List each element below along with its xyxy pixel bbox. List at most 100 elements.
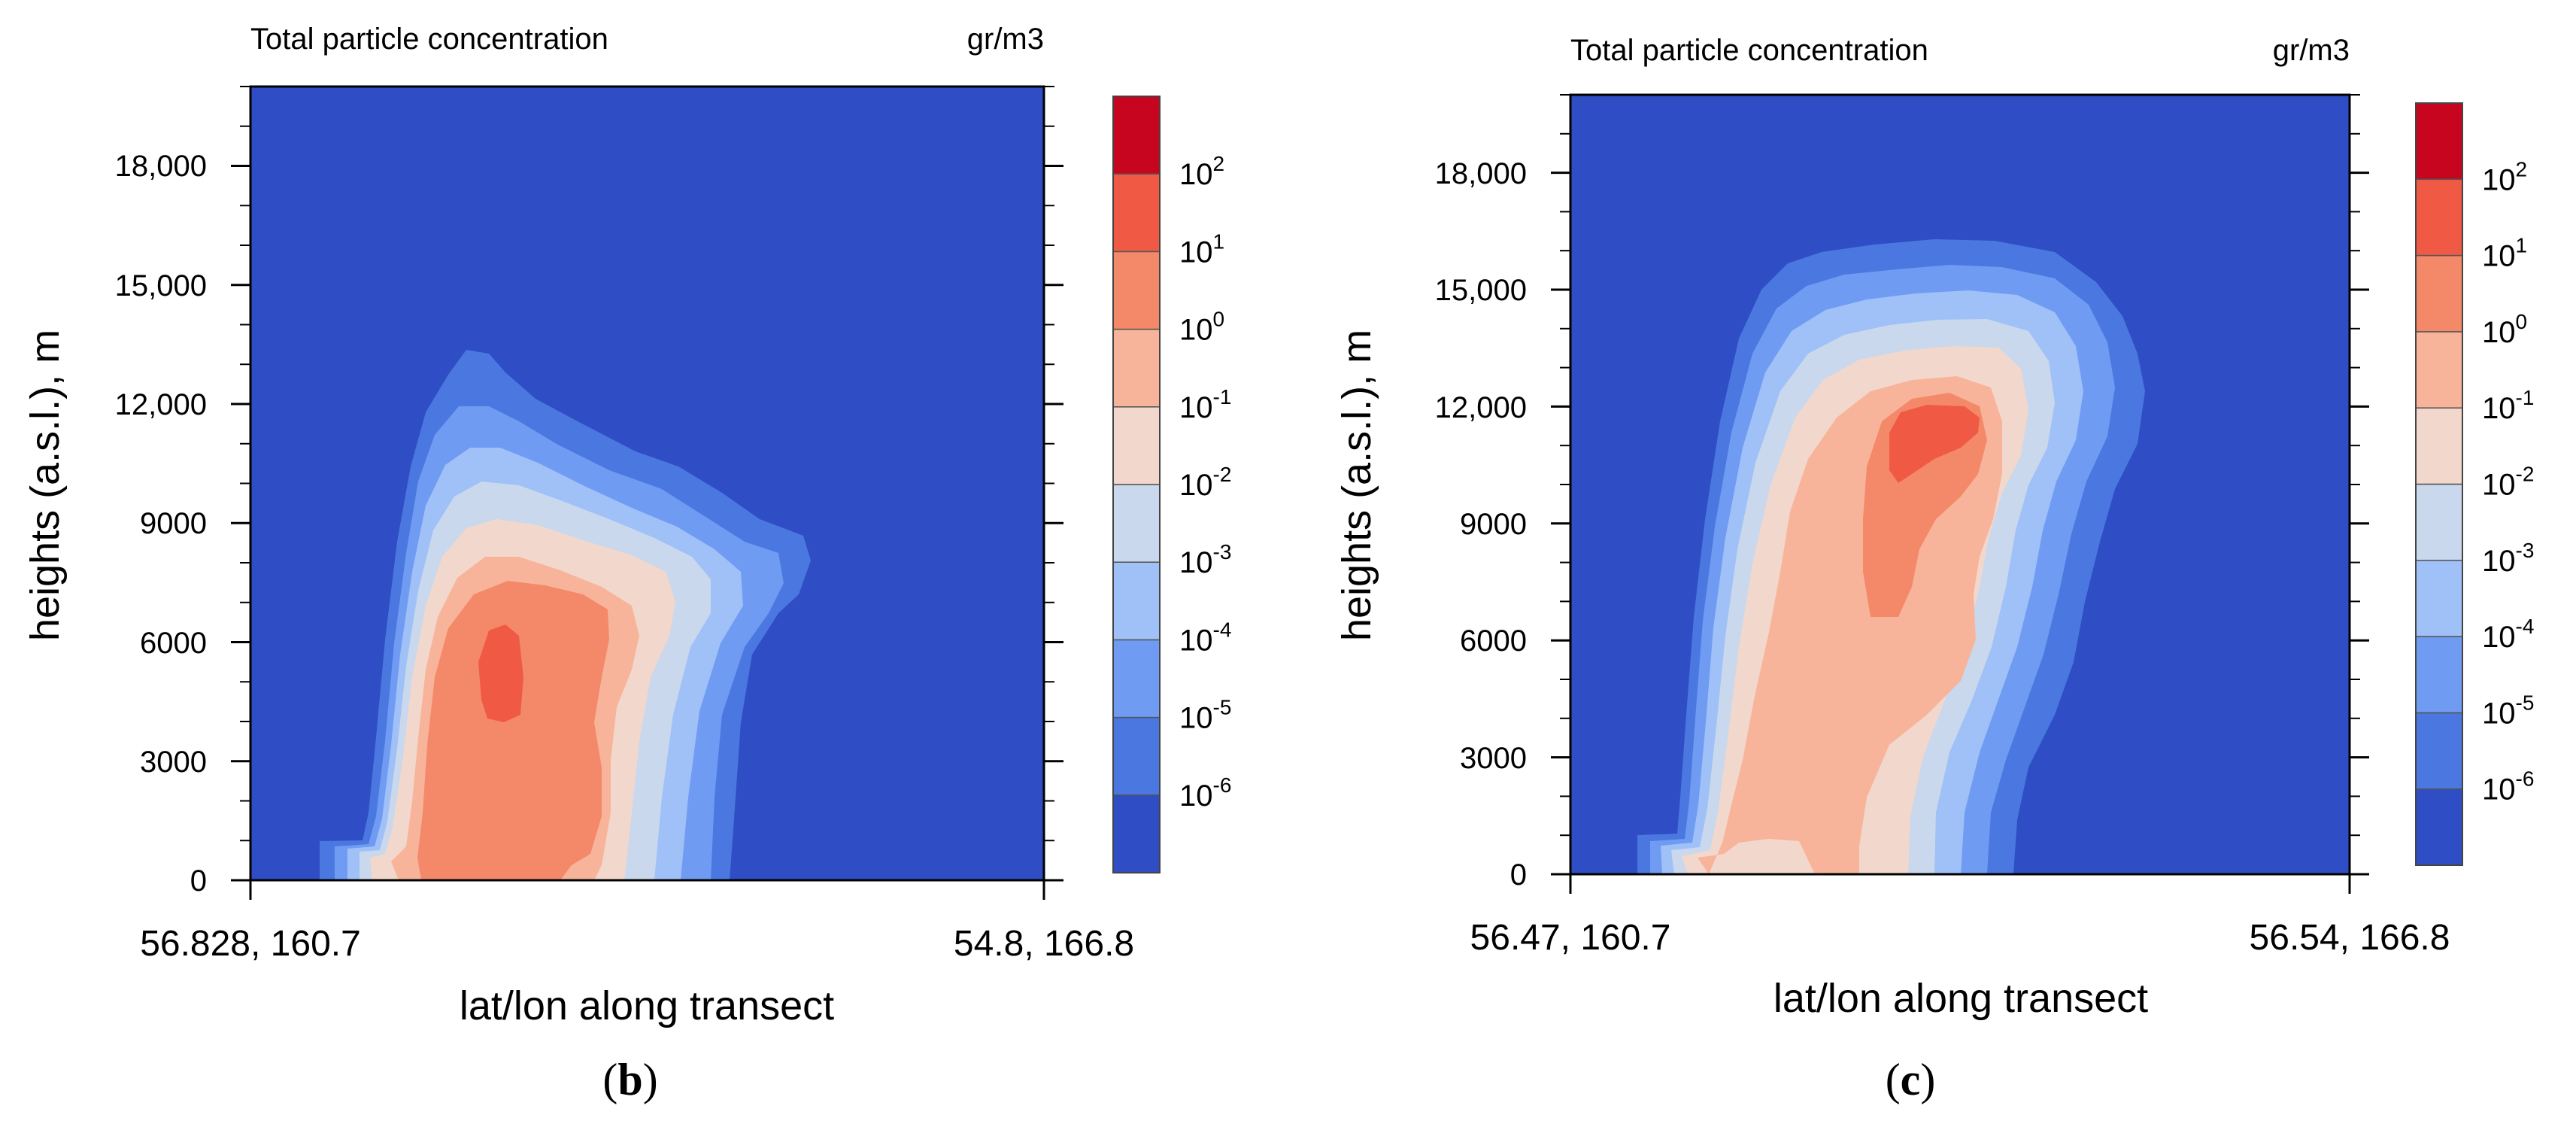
colorbar-label-base: 10 [2482, 621, 2516, 654]
y-ticks-right [1044, 86, 1063, 882]
colorbar-label-exponent: 2 [1213, 152, 1225, 175]
x-axis-label: lat/lon along transect [1773, 976, 2148, 1021]
colorbar-label-base: 10 [1179, 702, 1213, 735]
colorbar-label-base: 10 [2482, 392, 2516, 425]
y-axis-label: heights (a.s.l.), m [23, 330, 68, 641]
x-axis: 56.47, 160.7 56.54, 166.8 lat/lon along … [1470, 874, 2450, 1021]
panel-caption: (c) [1886, 1055, 1936, 1104]
colorbar-label-base: 10 [1179, 546, 1213, 579]
y-tick-label: 6000 [1460, 624, 1527, 658]
caption-letter: c [1901, 1055, 1921, 1104]
contour-level-9 [1889, 405, 1980, 483]
colorbar-label-exponent: -4 [1213, 618, 1232, 641]
y-axis: 0 3000 6000 9000 12,000 15,000 18,000 [1435, 94, 2369, 892]
colorbar-label: 101 [1179, 229, 1224, 269]
colorbar-box-2 [2415, 712, 2463, 790]
colorbar-label-base: 10 [1179, 235, 1213, 269]
colorbar-box-3 [1112, 639, 1161, 718]
colorbar-box-8 [2415, 254, 2463, 333]
colorbar-box-1 [1112, 794, 1161, 873]
colorbar-box-5 [1112, 484, 1161, 563]
colorbar-label-exponent: -6 [1213, 773, 1232, 797]
y-axis-label: heights (a.s.l.), m [1334, 330, 1379, 641]
y-tick-label: 15,000 [115, 269, 207, 302]
colorbar-label: 100 [2482, 310, 2527, 349]
chart-panel-b: Total particle concentration gr/m3 0 300… [23, 23, 1231, 1104]
colorbar-label-base: 10 [1179, 624, 1213, 657]
y-tick-label: 0 [190, 864, 207, 898]
colorbar-label: 101 [2482, 234, 2527, 273]
y-axis: 0 3000 6000 9000 12,000 15,000 18,000 [115, 86, 1063, 898]
colorbar-label-exponent: -5 [1213, 696, 1232, 719]
colorbar-label-exponent: -2 [1213, 463, 1232, 486]
colorbar-label: 10-5 [1179, 696, 1231, 735]
colorbar-label-exponent: 1 [2516, 234, 2528, 257]
colorbar-label: 102 [1179, 152, 1224, 191]
units-label: gr/m3 [967, 23, 1044, 56]
colorbar-label: 10-2 [1179, 463, 1231, 502]
x-start-label: 56.47, 160.7 [1470, 918, 1671, 958]
caption-letter: b [617, 1055, 642, 1104]
caption-open: ( [602, 1055, 617, 1104]
colorbar-box-9 [2415, 178, 2463, 257]
colorbar-box-6 [2415, 407, 2463, 485]
colorbar-label-exponent: -1 [2516, 386, 2535, 409]
caption-open: ( [1886, 1055, 1901, 1104]
colorbar-label: 10-3 [1179, 540, 1231, 579]
y-ticks-left [1551, 94, 1570, 876]
colorbar-box-3 [2415, 636, 2463, 714]
colorbar-label-base: 10 [1179, 314, 1213, 347]
colorbar-label-exponent: -2 [2516, 463, 2535, 486]
y-tick-label: 9000 [1460, 508, 1527, 541]
contour-level-9 [478, 624, 523, 722]
colorbar-label-base: 10 [2482, 163, 2516, 196]
colorbar-label-exponent: -3 [2516, 539, 2535, 562]
colorbar-label: 100 [1179, 308, 1224, 347]
colorbar-label-base: 10 [1179, 779, 1213, 813]
colorbar-label: 10-2 [2482, 463, 2534, 502]
y-tick-label: 18,000 [1435, 157, 1527, 190]
colorbar-label-base: 10 [2482, 545, 2516, 578]
colorbar-label: 10-4 [1179, 618, 1231, 657]
units-label: gr/m3 [2273, 34, 2350, 67]
colorbar-box-5 [2415, 483, 2463, 561]
colorbar-box-2 [1112, 716, 1161, 796]
y-tick-label: 18,000 [115, 150, 207, 183]
colorbar-label-exponent: -4 [2516, 615, 2535, 638]
contour-plot [250, 87, 1044, 880]
colorbar-label-base: 10 [2482, 773, 2516, 807]
colorbar-box-4 [1112, 561, 1161, 641]
y-tick-label: 12,000 [115, 388, 207, 421]
colorbar-label-base: 10 [1179, 469, 1213, 502]
colorbar-label: 10-5 [2482, 691, 2534, 730]
colorbar-label: 10-3 [2482, 539, 2534, 578]
colorbar-label: 102 [2482, 157, 2527, 196]
y-ticks-right [2350, 94, 2369, 876]
colorbar-label-exponent: 0 [1213, 308, 1225, 331]
colorbar-box-4 [2415, 560, 2463, 637]
colorbar-box-7 [1112, 328, 1161, 408]
colorbar-label-exponent: 2 [2516, 157, 2528, 181]
colorbar-label: 10-1 [1179, 385, 1231, 424]
contour-level-8 [417, 581, 609, 880]
y-tick-label: 12,000 [1435, 391, 1527, 424]
y-tick-label: 9000 [140, 507, 207, 540]
chart-svg-c: Total particle concentration gr/m3 0 300… [1334, 34, 2535, 1104]
y-tick-label: 3000 [140, 746, 207, 779]
colorbar-label: 10-6 [1179, 773, 1231, 813]
colorbar-box-6 [1112, 406, 1161, 485]
y-tick-label: 0 [1510, 858, 1527, 892]
colorbar-box-10 [1112, 96, 1161, 175]
colorbar-box-7 [2415, 331, 2463, 409]
colorbar-label-base: 10 [2482, 469, 2516, 502]
colorbar-label-base: 10 [1179, 158, 1213, 191]
colorbar-label-base: 10 [2482, 316, 2516, 349]
colorbar-box-10 [2415, 102, 2463, 181]
caption-close: ) [1920, 1055, 1935, 1104]
colorbar-label-exponent: -3 [1213, 540, 1232, 564]
x-end-label: 54.8, 166.8 [954, 924, 1134, 964]
x-axis: 56.828, 160.7 54.8, 166.8 lat/lon along … [140, 880, 1134, 1028]
chart-svg-b: Total particle concentration gr/m3 0 300… [23, 23, 1231, 1104]
colorbar-label-base: 10 [1179, 391, 1213, 424]
